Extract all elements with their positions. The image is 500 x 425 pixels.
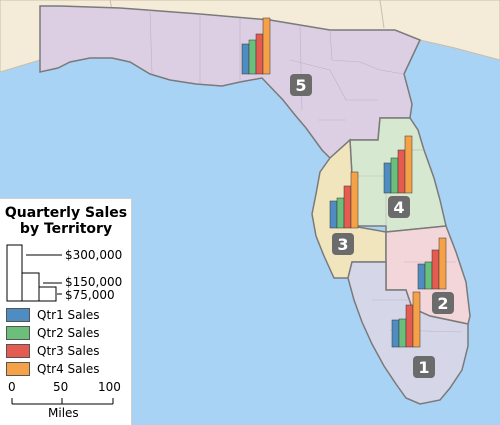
scale-bar xyxy=(11,398,114,405)
size-label-75k: $75,000 xyxy=(65,288,115,302)
state-line-ga xyxy=(379,0,385,29)
bars-territory-3 xyxy=(329,171,359,229)
bar-t2-qtr1 xyxy=(417,263,426,290)
size-key-bar-300k xyxy=(6,244,23,302)
swatch-qtr1 xyxy=(6,308,30,322)
bar-t3-qtr4 xyxy=(350,171,359,229)
badge-territory-3: 3 xyxy=(332,233,354,255)
bar-t2-qtr3 xyxy=(431,249,440,290)
badge-label-5: 5 xyxy=(295,76,306,95)
badge-territory-2: 2 xyxy=(432,292,454,314)
bar-t5-qtr1 xyxy=(241,43,250,75)
swatch-qtr3 xyxy=(6,344,30,358)
badge-label-1: 1 xyxy=(418,358,429,377)
bars-territory-5 xyxy=(241,17,271,75)
bar-t4-qtr1 xyxy=(383,162,392,194)
size-label-150k: $150,000 xyxy=(65,275,123,289)
badge-label-4: 4 xyxy=(393,198,404,217)
bar-t1-qtr4 xyxy=(412,291,421,348)
badge-territory-4: 4 xyxy=(388,196,410,218)
swatch-qtr4 xyxy=(6,362,30,376)
bar-t2-qtr4 xyxy=(438,237,447,290)
badge-label-2: 2 xyxy=(437,294,448,313)
scale-unit: Miles xyxy=(48,406,79,420)
bars-territory-2 xyxy=(417,237,447,290)
badge-territory-5: 5 xyxy=(290,74,312,96)
swatch-qtr2 xyxy=(6,326,30,340)
legend-label-qtr2: Qtr2 Sales xyxy=(37,326,100,340)
size-key-bar-75k xyxy=(38,286,57,302)
map-legend: Quarterly Sales by Territory $300,000 $1… xyxy=(0,198,132,425)
legend-label-qtr1: Qtr1 Sales xyxy=(37,308,100,322)
legend-label-qtr3: Qtr3 Sales xyxy=(37,344,100,358)
bar-t2-qtr2 xyxy=(424,261,433,290)
bar-t5-qtr3 xyxy=(255,33,264,75)
bar-t3-qtr3 xyxy=(343,185,352,229)
legend-title-line1: Quarterly Sales xyxy=(4,205,128,221)
scale-tick-50: 50 xyxy=(53,380,69,394)
bars-territory-1 xyxy=(391,291,421,348)
badge-territory-1: 1 xyxy=(413,356,435,378)
bar-t5-qtr2 xyxy=(248,39,257,75)
scale-tick-0: 0 xyxy=(8,380,16,394)
bar-t4-qtr2 xyxy=(390,157,399,194)
bar-t1-qtr3 xyxy=(405,304,414,348)
size-key-bar-150k xyxy=(21,272,40,302)
size-key xyxy=(6,244,62,302)
bar-t3-qtr2 xyxy=(336,197,345,229)
bar-t4-qtr3 xyxy=(397,149,406,194)
scale-tick-100: 100 xyxy=(98,380,121,394)
legend-label-qtr4: Qtr4 Sales xyxy=(37,362,100,376)
size-label-300k: $300,000 xyxy=(65,248,123,262)
bar-t5-qtr4 xyxy=(262,17,271,75)
bar-t4-qtr4 xyxy=(404,135,413,194)
badge-label-3: 3 xyxy=(337,235,348,254)
bar-t3-qtr1 xyxy=(329,200,338,229)
bar-t1-qtr1 xyxy=(391,319,400,348)
legend-title-line2: by Territory xyxy=(19,221,113,237)
bars-territory-4 xyxy=(383,135,413,194)
bar-t1-qtr2 xyxy=(398,318,407,348)
